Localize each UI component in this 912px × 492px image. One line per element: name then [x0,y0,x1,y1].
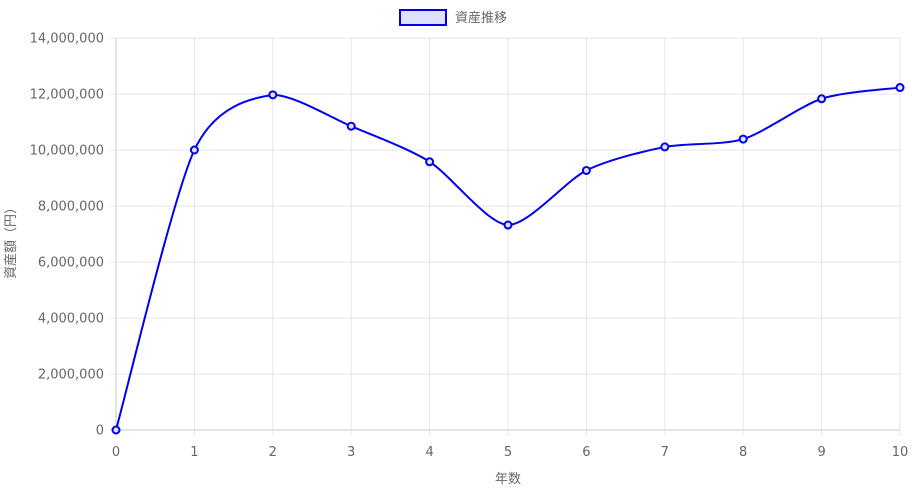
legend[interactable]: 資産推移 [399,9,507,26]
data-point[interactable] [346,121,356,131]
data-point[interactable] [738,134,748,144]
y-tick-label: 10,000,000 [30,144,104,159]
y-axis-title: 資産額（円） [3,201,19,279]
axes [110,37,901,436]
y-tick-label: 0 [96,424,104,439]
data-point[interactable] [581,165,591,175]
grid-lines [115,37,901,431]
legend-label[interactable]: 資産推移 [455,10,507,26]
x-tick-label: 6 [582,445,590,460]
data-point[interactable] [268,90,278,100]
y-tick-label: 4,000,000 [38,312,104,327]
y-tick-label: 6,000,000 [38,256,104,271]
x-tick-label: 4 [425,445,433,460]
x-tick-label: 7 [661,445,669,460]
x-tick-label: 8 [739,445,747,460]
x-tick-label: 1 [190,445,198,460]
data-point[interactable] [503,220,513,230]
legend-swatch[interactable] [399,9,447,26]
y-tick-label: 12,000,000 [30,88,104,103]
y-tick-label: 2,000,000 [38,368,104,383]
x-axis-title: 年数 [495,472,521,487]
y-tick-label: 8,000,000 [38,200,104,215]
x-tick-label: 2 [269,445,277,460]
x-tick-label: 0 [112,445,120,460]
data-point[interactable] [660,142,670,152]
data-point[interactable] [111,425,121,435]
y-tick-label: 14,000,000 [30,32,104,47]
x-tick-label: 5 [504,445,512,460]
x-tick-label: 3 [347,445,355,460]
data-points [111,83,905,435]
data-point[interactable] [189,145,199,155]
x-tick-label: 9 [817,445,825,460]
x-tick-label: 10 [892,445,909,460]
data-point[interactable] [425,157,435,167]
data-point[interactable] [895,83,905,93]
data-point[interactable] [817,94,827,104]
tick-labels: 0 2,000,000 4,000,000 6,000,000 8,000,000 10,… [30,32,909,461]
